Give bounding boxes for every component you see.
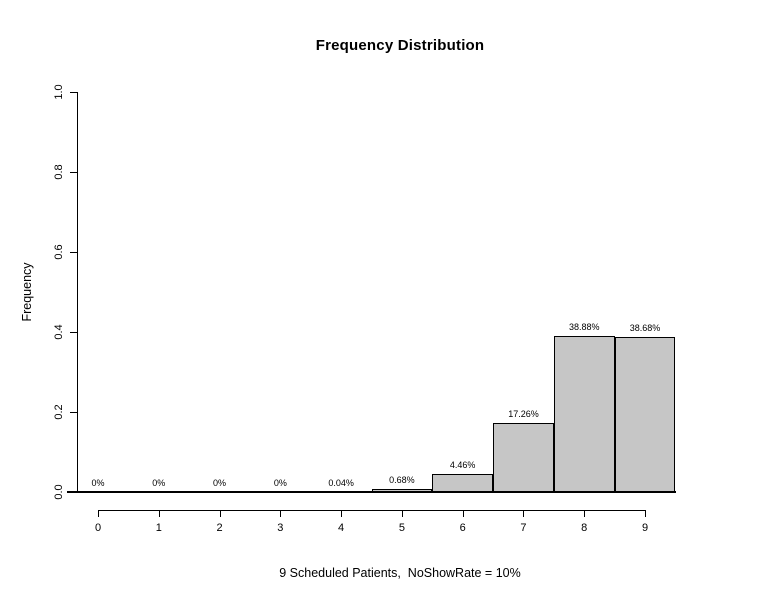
x-axis-title: 9 Scheduled Patients, NoShowRate = 10% <box>279 566 521 580</box>
bar-value-label: 0.04% <box>328 478 354 488</box>
x-tick <box>462 510 464 517</box>
x-tick-label: 8 <box>581 522 588 534</box>
x-tick-label: 6 <box>459 522 466 534</box>
y-tick-label: 0.6 <box>53 244 65 260</box>
bar-value-label: 17.26% <box>508 408 539 419</box>
bar-value-label: 0.68% <box>389 475 415 486</box>
x-tick <box>645 510 647 517</box>
histogram-bar-6 <box>432 474 494 492</box>
x-tick-label: 1 <box>155 522 162 534</box>
y-tick <box>70 331 77 333</box>
y-tick <box>70 171 77 173</box>
x-tick <box>280 510 282 517</box>
y-axis-line <box>77 92 78 493</box>
bar-value-label: 0% <box>213 478 227 488</box>
x-tick <box>584 510 586 517</box>
x-tick <box>98 510 99 517</box>
bar-value-label: 0% <box>273 478 287 488</box>
y-tick <box>70 491 77 493</box>
histogram-bar-7 <box>493 422 554 492</box>
y-tick <box>70 411 77 413</box>
bar-value-label: 0% <box>91 478 105 488</box>
y-tick <box>70 91 77 93</box>
x-axis-line <box>98 510 646 511</box>
bar-value-label: 4.46% <box>449 460 476 471</box>
y-tick-label: 0.0 <box>53 484 65 500</box>
y-tick-label: 1.0 <box>53 84 65 100</box>
x-tick <box>219 510 221 517</box>
x-tick-label: 3 <box>277 522 284 534</box>
x-tick-label: 2 <box>216 522 223 534</box>
x-tick-label: 5 <box>398 522 405 534</box>
x-tick <box>523 510 525 517</box>
x-tick <box>401 510 403 517</box>
y-tick-label: 0.2 <box>53 404 65 420</box>
x-tick-label: 9 <box>641 522 649 534</box>
y-axis-title: Frequency <box>20 262 34 322</box>
histogram-bar-5 <box>371 489 433 492</box>
x-tick-label: 7 <box>520 522 527 534</box>
y-tick <box>70 251 77 253</box>
bar-value-label: 38.68% <box>629 323 661 334</box>
chart-title: Frequency Distribution <box>315 37 485 54</box>
x-tick <box>341 510 343 517</box>
histogram-bar-8 <box>553 336 615 492</box>
x-tick-label: 0 <box>94 522 102 534</box>
y-tick-label: 0.8 <box>53 164 65 180</box>
y-tick-label: 0.4 <box>53 324 65 340</box>
histogram-bar-9 <box>614 337 676 492</box>
bar-value-label: 38.88% <box>568 322 600 333</box>
x-tick <box>158 510 160 517</box>
x-tick-label: 4 <box>338 522 345 534</box>
bar-value-label: 0% <box>152 478 166 488</box>
